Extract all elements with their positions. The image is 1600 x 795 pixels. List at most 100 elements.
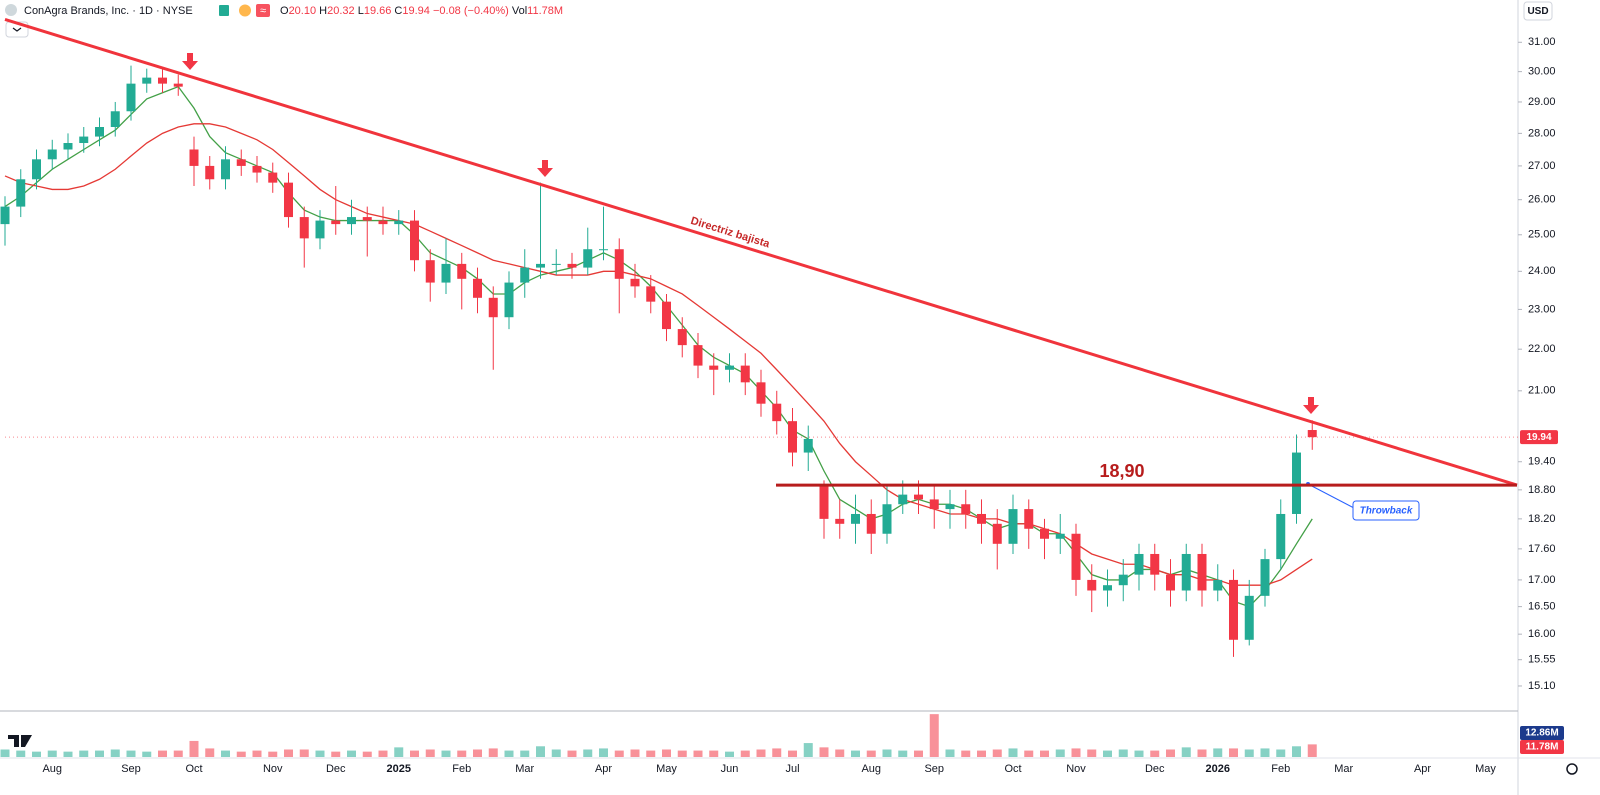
volume-bar [961, 750, 971, 757]
candle-body [1071, 533, 1081, 580]
volume-bar [977, 750, 986, 757]
candle-body [567, 263, 577, 268]
candle-body [221, 159, 230, 180]
candle-body [1055, 533, 1065, 539]
candle-body [630, 278, 640, 287]
compare-icon[interactable] [256, 4, 270, 17]
ohlc-value: 20.10 [289, 5, 317, 17]
x-tick-label: Sep [121, 763, 141, 775]
volume-bar [158, 750, 167, 757]
candle-body [1181, 553, 1191, 591]
volume-bar [992, 749, 1002, 757]
volume-bar [536, 746, 545, 757]
candle-body [772, 403, 782, 422]
x-tick-label: Sep [924, 763, 944, 775]
candle-body [1213, 579, 1223, 591]
candle-body [803, 438, 813, 453]
volume-bar [1055, 749, 1065, 757]
ohlc-key: C [394, 5, 402, 17]
x-tick-label: Jul [785, 763, 799, 775]
candle-body [268, 172, 278, 183]
volume-bar [32, 751, 41, 757]
volume-bar [0, 749, 10, 757]
x-tick-label: Nov [263, 763, 283, 775]
y-tick-label: 21.00 [1528, 385, 1556, 397]
volume-bar [378, 750, 388, 757]
volume-bar [410, 750, 419, 757]
volume-bar [47, 750, 57, 757]
candle-body [189, 149, 199, 166]
candle-body [1166, 574, 1175, 591]
candle-body [851, 513, 860, 524]
volume-bar [205, 748, 215, 757]
candle-body [1229, 579, 1238, 640]
volume-bar [457, 750, 467, 757]
volume-bar [63, 751, 73, 757]
candle-body [1087, 579, 1097, 591]
candle-body [599, 249, 608, 251]
moving-average [4, 123, 1313, 586]
y-tick-label: 28.00 [1528, 127, 1556, 139]
volume-marker [1520, 740, 1564, 754]
candle-body [614, 249, 624, 279]
volume-bar [441, 750, 451, 757]
candle-body [63, 143, 73, 150]
y-tick-label: 27.00 [1528, 160, 1556, 172]
ohlc-value: 19.94 [402, 5, 430, 17]
last-price-label: 19.94 [1526, 432, 1551, 443]
volume-bar [284, 749, 293, 757]
symbol-title: ConAgra Brands, Inc. · 1D · NYSE [24, 5, 193, 17]
ohlc-key: H [319, 5, 327, 17]
candle-body [441, 263, 451, 283]
volume-bar [362, 751, 372, 757]
candle-body [142, 77, 152, 84]
volume-bar [1292, 746, 1301, 757]
volume-bar [614, 750, 624, 757]
candle-body [394, 220, 404, 225]
x-tick-label: Aug [861, 763, 881, 775]
volume-bar [79, 750, 89, 757]
volume-bar [835, 749, 845, 757]
session-icon[interactable] [239, 4, 251, 17]
x-tick-label: Mar [1334, 763, 1353, 775]
candle-body [693, 345, 703, 366]
y-tick-label: 23.00 [1528, 303, 1556, 315]
volume-bar [394, 747, 404, 757]
volume-bar [16, 750, 26, 757]
volume-bar [1307, 744, 1317, 757]
volume-bar [599, 748, 608, 757]
candle-body [520, 267, 530, 283]
x-tick-label: Apr [595, 763, 612, 775]
currency-button[interactable] [1523, 1, 1553, 21]
volume-bar [252, 750, 262, 757]
last-price-box [1520, 430, 1558, 445]
y-tick-label: 15.10 [1528, 680, 1556, 692]
volume-bar [914, 750, 923, 757]
brand-logo[interactable] [8, 735, 32, 747]
volume-bar [772, 748, 782, 757]
candle-body [457, 263, 467, 279]
candle-body [1118, 574, 1128, 586]
settings-icon[interactable] [1566, 763, 1578, 775]
candle-body [504, 282, 514, 318]
candle-body [252, 165, 262, 173]
volume-bar [693, 750, 703, 757]
volume-bar [331, 751, 341, 757]
currency: USD [1527, 6, 1548, 17]
y-tick-label: 24.00 [1528, 265, 1556, 277]
candle-body [1307, 430, 1317, 438]
y-tick-label: 17.60 [1528, 543, 1556, 555]
candle-body [914, 494, 923, 500]
candle-body [47, 149, 57, 160]
volume-bar [520, 750, 530, 757]
x-tick-label: May [656, 763, 677, 775]
volume-bar [1213, 748, 1223, 757]
candle-body [945, 504, 955, 510]
chevron [12, 27, 22, 32]
flag-icon[interactable] [219, 5, 229, 16]
candle-body [299, 217, 309, 239]
moving-average [4, 85, 1313, 608]
candle-body [126, 83, 136, 112]
y-tick-label: 17.00 [1528, 574, 1556, 586]
volume-bar [1134, 750, 1144, 757]
